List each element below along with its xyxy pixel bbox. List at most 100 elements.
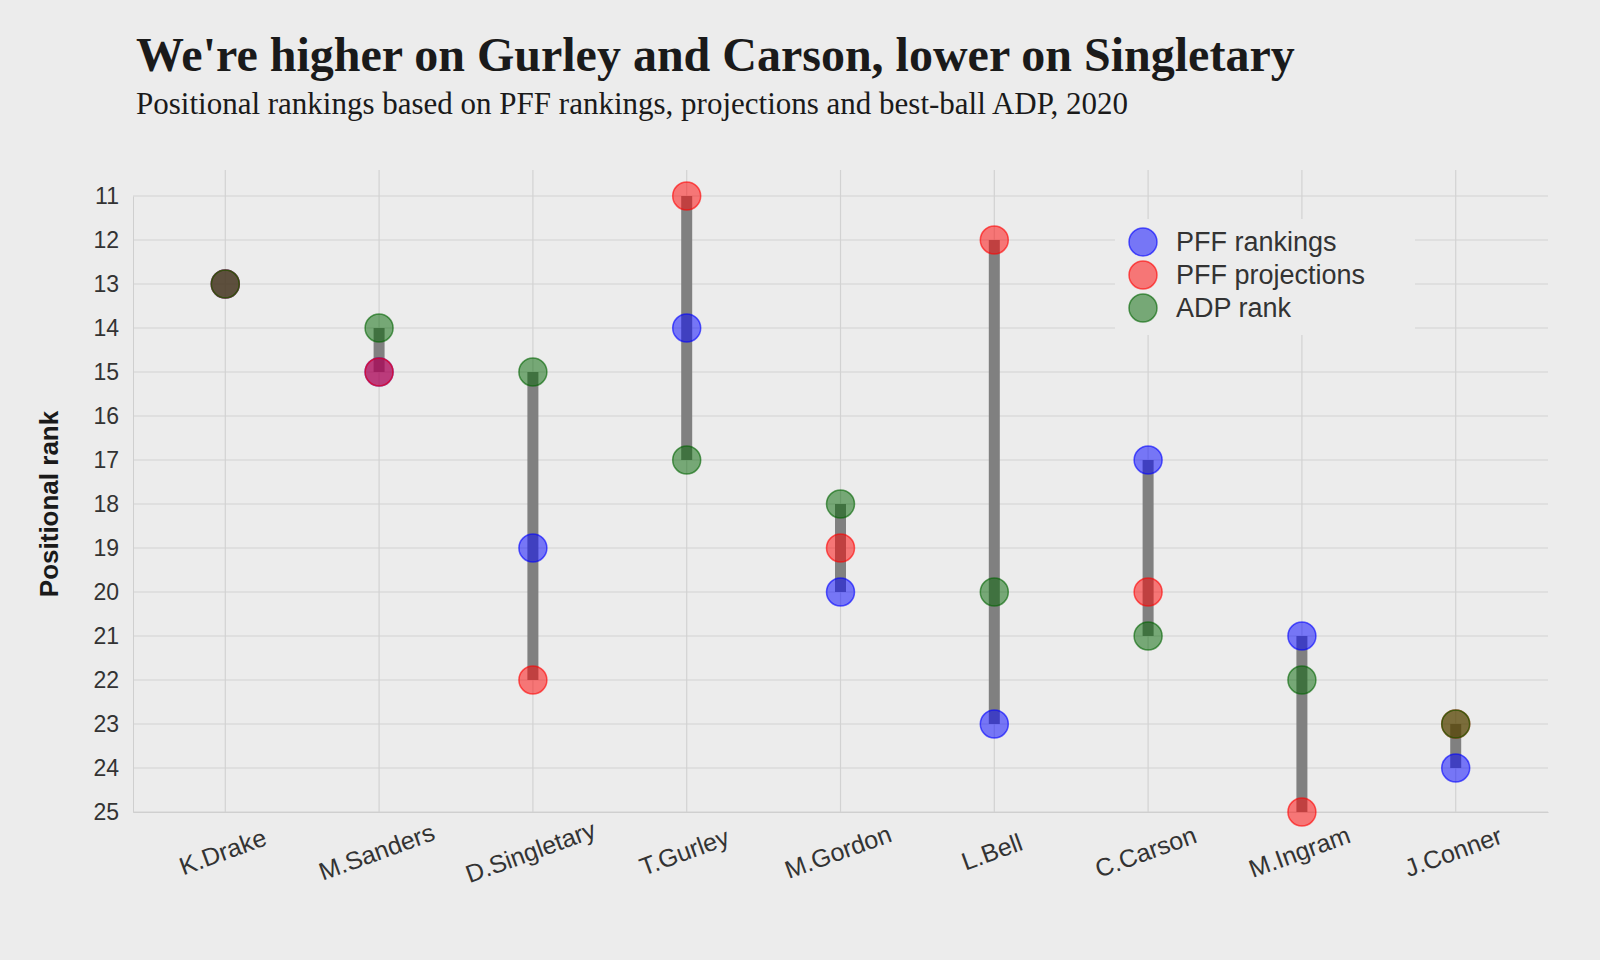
background <box>0 0 1600 960</box>
x-tick: K.Drake <box>175 812 269 880</box>
point <box>827 534 855 562</box>
y-tick-label: 12 <box>93 227 119 253</box>
x-grid-line <box>686 170 687 812</box>
y-tick-label: 16 <box>93 403 119 429</box>
y-tick: 11 <box>95 183 133 209</box>
y-tick-label: 20 <box>93 579 119 605</box>
range-line <box>1143 460 1154 636</box>
grid <box>133 170 1548 812</box>
x-tick-label: D.Singletary <box>462 815 600 888</box>
y-tick-label: 19 <box>93 535 119 561</box>
y-tick-label: 17 <box>93 447 119 473</box>
x-axis-line <box>134 812 1549 813</box>
y-tick: 16 <box>93 403 133 429</box>
point <box>519 534 547 562</box>
y-tick: 13 <box>93 271 133 297</box>
x-tick-label: K.Drake <box>175 823 269 880</box>
y-tick-label: 21 <box>93 623 119 649</box>
legend-label: PFF rankings <box>1176 227 1337 257</box>
point <box>673 446 701 474</box>
x-tick-label: T.Gurley <box>636 822 734 880</box>
point <box>211 270 239 298</box>
y-tick: 21 <box>93 623 133 649</box>
y-tick: 23 <box>93 711 133 737</box>
y-tick-label: 25 <box>93 799 119 825</box>
legend: PFF rankingsPFF projectionsADP rank <box>1115 219 1415 335</box>
point <box>211 270 239 298</box>
y-tick: 18 <box>93 491 133 517</box>
legend-background <box>1115 219 1415 335</box>
y-tick: 17 <box>93 447 133 473</box>
x-grid-line <box>378 170 379 812</box>
point <box>365 314 393 342</box>
x-tick-label: L.Bell <box>958 828 1026 876</box>
point <box>1288 666 1316 694</box>
y-tick: 20 <box>93 579 133 605</box>
x-tick: L.Bell <box>958 812 1026 875</box>
y-tick: 14 <box>93 315 133 341</box>
point <box>365 358 393 386</box>
range-line <box>989 240 1000 724</box>
plot-area <box>211 182 1469 826</box>
point <box>1134 578 1162 606</box>
point <box>980 710 1008 738</box>
point <box>1442 710 1470 738</box>
x-tick-label: M.Sanders <box>315 818 438 886</box>
y-axis: 11 12 13 14 15 16 17 18 19 20 21 22 23 24 25 <box>93 183 133 825</box>
x-tick-label: M.Gordon <box>781 819 895 883</box>
y-tick: 19 <box>93 535 133 561</box>
y-tick-label: 22 <box>93 667 119 693</box>
point <box>519 666 547 694</box>
x-tick: D.Singletary <box>462 812 600 888</box>
point <box>827 490 855 518</box>
series-points <box>211 182 1469 826</box>
y-tick-label: 18 <box>93 491 119 517</box>
y-tick: 22 <box>93 667 133 693</box>
y-axis-line <box>133 197 134 813</box>
range-line <box>1296 636 1307 812</box>
legend-marker <box>1129 294 1157 322</box>
x-tick: J.Conner <box>1401 812 1506 882</box>
y-tick: 24 <box>93 755 133 781</box>
x-grid-line <box>225 170 226 812</box>
x-tick-label: M.Ingram <box>1245 820 1354 882</box>
chart: 11 12 13 14 15 16 17 18 19 20 21 22 23 24 25 K.Drake M.S… <box>0 0 1600 960</box>
point <box>980 226 1008 254</box>
point <box>980 578 1008 606</box>
title: We're higher on Gurley and Carson, lower… <box>136 28 1295 81</box>
point <box>519 358 547 386</box>
subtitle: Positional rankings based on PFF ranking… <box>136 86 1128 121</box>
point <box>1134 622 1162 650</box>
y-tick: 12 <box>93 227 133 253</box>
x-tick: M.Sanders <box>315 812 438 885</box>
series-points <box>211 270 1469 738</box>
range-line <box>527 372 538 680</box>
y-tick-label: 11 <box>95 183 119 209</box>
point <box>1442 710 1470 738</box>
y-tick-label: 13 <box>93 271 119 297</box>
point <box>673 314 701 342</box>
legend-marker <box>1129 261 1157 289</box>
x-tick: T.Gurley <box>636 812 734 881</box>
legend-label: ADP rank <box>1176 293 1292 323</box>
y-tick: 15 <box>93 359 133 385</box>
point <box>365 358 393 386</box>
y-tick-label: 15 <box>93 359 119 385</box>
x-axis: K.Drake M.Sanders D.Singletary T.Gurley M.Go… <box>134 812 1549 888</box>
x-tick: C.Carson <box>1091 812 1200 883</box>
y-tick: 25 <box>93 799 133 825</box>
point <box>211 270 239 298</box>
legend-label: PFF projections <box>1176 260 1365 290</box>
point <box>1288 622 1316 650</box>
x-grid-line <box>532 170 533 812</box>
x-tick: M.Gordon <box>781 812 895 884</box>
point <box>1134 446 1162 474</box>
point <box>673 182 701 210</box>
point <box>1442 754 1470 782</box>
x-tick-label: C.Carson <box>1091 820 1200 882</box>
y-tick-label: 23 <box>93 711 119 737</box>
legend-marker <box>1129 228 1157 256</box>
point <box>1288 798 1316 826</box>
point <box>827 578 855 606</box>
series-points <box>211 270 1469 782</box>
